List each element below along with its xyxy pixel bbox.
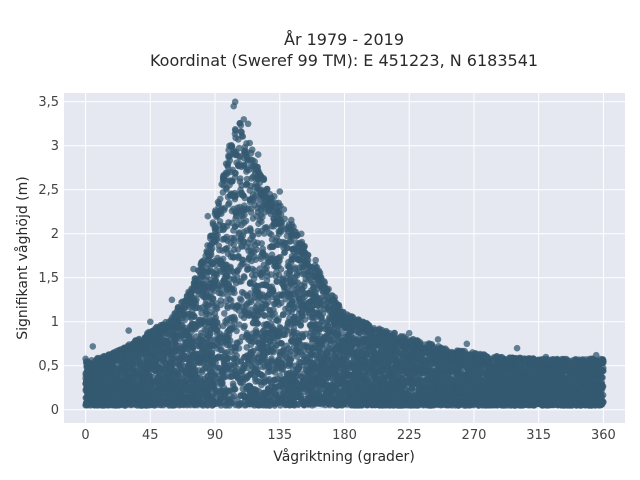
- data-point: [232, 279, 240, 287]
- data-point: [247, 205, 255, 212]
- data-point: [202, 308, 210, 316]
- data-point: [237, 262, 244, 270]
- data-points: [82, 98, 607, 409]
- data-point: [268, 231, 275, 238]
- data-point: [216, 246, 223, 254]
- data-point: [240, 273, 248, 280]
- data-point: [232, 215, 239, 222]
- data-point: [225, 199, 233, 207]
- data-point: [310, 281, 317, 288]
- chart-title-line1: År 1979 - 2019: [284, 30, 404, 49]
- data-point: [253, 213, 260, 220]
- data-point: [268, 236, 276, 243]
- data-point: [221, 310, 228, 317]
- chart-title-line2: Koordinat (Sweref 99 TM): E 451223, N 61…: [150, 51, 538, 70]
